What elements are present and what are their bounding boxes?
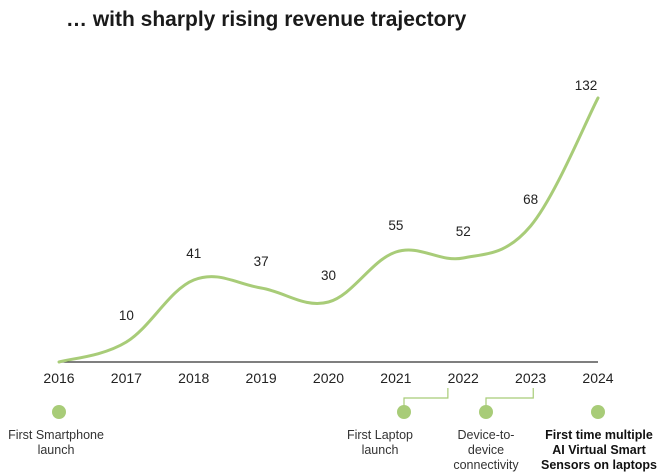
annotation-first-laptop: First Laptop launch [346,428,413,457]
data-label-2021: 55 [388,218,403,233]
annotation-connector-2022 [485,388,534,412]
annotation-connector-2021 [403,388,449,412]
annotation-marker-2021 [397,405,411,419]
x-tick-label-2023: 2023 [515,370,546,386]
x-tick-label-2017: 2017 [111,370,142,386]
x-tick-label-2020: 2020 [313,370,344,386]
x-tick-label-2018: 2018 [178,370,209,386]
data-label-2020: 30 [321,268,336,283]
x-tick-label-2021: 2021 [380,370,411,386]
data-label-2024: 132 [575,78,598,93]
annotation-device-connectivity: Device-to-device connectivity [453,428,519,472]
annotation-marker-2022 [479,405,493,419]
x-tick-label-2016: 2016 [43,370,74,386]
x-tick-label-2024: 2024 [582,370,613,386]
data-label-2023: 68 [523,192,538,207]
annotation-first-smartphone: First Smartphone launch [8,428,104,457]
x-tick-label-2022: 2022 [448,370,479,386]
annotation-marker-2024 [591,405,605,419]
revenue-series-line [57,96,600,364]
data-label-2018: 41 [186,246,201,261]
chart-title: … with sharply rising revenue trajectory [66,8,467,31]
annotation-ai-sensors: First time multiple AI Virtual Smart Sen… [541,428,657,472]
data-label-2017: 10 [119,308,134,323]
data-label-2019: 37 [254,254,269,269]
annotation-marker-2016 [52,405,66,419]
x-tick-label-2019: 2019 [246,370,277,386]
data-label-2022: 52 [456,224,471,239]
